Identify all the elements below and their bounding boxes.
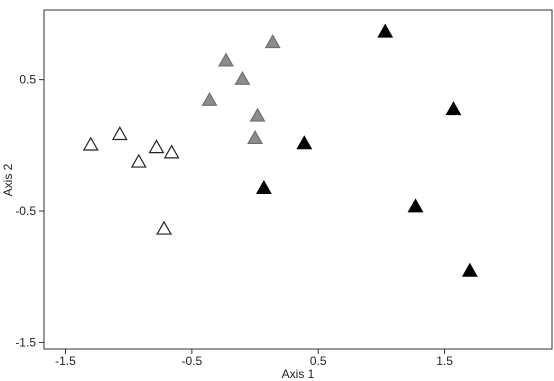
y-axis-title: Axis 2: [1, 163, 15, 196]
data-point-triangle-group-1: [111, 126, 128, 141]
data-point-triangle-group-2: [249, 107, 266, 122]
data-point-triangle-group-3: [377, 23, 394, 38]
x-tick-label: 0.5: [310, 354, 327, 368]
data-point-triangle-group-3: [407, 198, 424, 213]
data-point-triangle-group-1: [130, 153, 147, 168]
data-point-triangle-group-2: [247, 130, 263, 145]
data-point-triangle-group-3: [461, 262, 478, 277]
x-axis-ticks: -1.5 -0.5 0.5 1.5: [55, 349, 453, 368]
data-point-triangle-group-3: [445, 101, 462, 116]
x-tick-label: -0.5: [182, 354, 203, 368]
x-tick-label: -1.5: [55, 354, 76, 368]
data-point-triangle-group-1: [82, 136, 99, 151]
data-point-triangle-group-3: [296, 135, 313, 150]
data-point-triangle-group-1: [156, 220, 172, 235]
data-point-triangle-group-3: [255, 179, 272, 194]
y-axis-ticks: 0.5 -0.5 -1.5: [15, 73, 44, 349]
y-tick-label: -1.5: [15, 335, 36, 349]
data-point-triangle-group-1: [148, 139, 165, 154]
data-point-triangle-group-2: [201, 91, 218, 106]
data-point-triangle-group-2: [264, 34, 281, 49]
data-point-triangle-group-1: [163, 144, 180, 159]
x-tick-label: 1.5: [436, 354, 453, 368]
x-axis-title: Axis 1: [282, 367, 315, 381]
data-point-triangle-group-2: [218, 52, 234, 67]
plot-frame: [43, 9, 553, 350]
y-tick-label: -0.5: [15, 204, 36, 218]
data-point-triangle-group-2: [234, 70, 251, 85]
y-tick-label: 0.5: [19, 73, 36, 87]
data-points: [82, 23, 478, 277]
